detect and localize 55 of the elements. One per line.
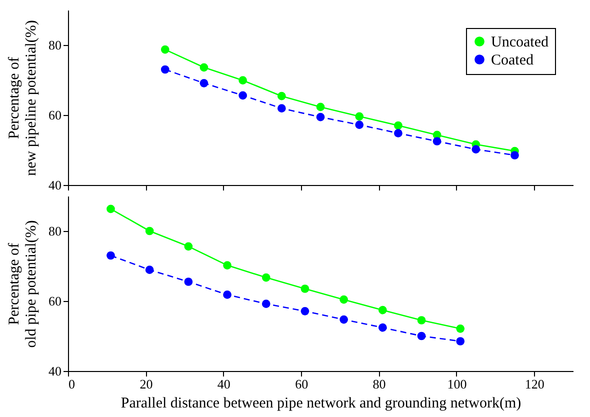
point — [300, 284, 310, 293]
point — [184, 242, 193, 251]
point — [456, 337, 465, 346]
point — [106, 204, 115, 214]
y-tick-label: 60 — [48, 294, 62, 308]
point — [262, 300, 270, 308]
point — [340, 315, 348, 324]
point — [200, 63, 208, 72]
point — [160, 45, 170, 54]
point — [277, 104, 286, 113]
point — [378, 323, 387, 332]
legend-label: Coated — [491, 52, 534, 68]
point — [145, 226, 154, 236]
point — [456, 324, 465, 333]
point — [238, 91, 247, 100]
y-tick-label: 60 — [48, 108, 62, 122]
y-axis-title: Percentage of old pipe potential(%) — [6, 220, 40, 348]
y-tick-label: 40 — [48, 178, 62, 192]
y-tick-label: 80 — [48, 224, 62, 238]
x-axis-title: Parallel distance between pipe network and grounding network(m) — [120, 396, 522, 412]
x-tick-label: 60 — [295, 376, 308, 392]
point — [160, 65, 170, 74]
point — [432, 137, 442, 146]
x-tick-label: 100 — [447, 376, 467, 392]
point — [394, 121, 402, 130]
point — [106, 251, 115, 260]
point — [355, 120, 364, 129]
point — [394, 129, 402, 138]
x-tick-label: 40 — [217, 376, 230, 392]
point — [262, 273, 270, 282]
point — [472, 145, 480, 154]
point — [277, 92, 286, 100]
point — [417, 332, 426, 340]
point — [300, 306, 310, 316]
x-tick-label: 20 — [140, 376, 153, 392]
point — [355, 112, 364, 121]
x-tick-label: 80 — [372, 376, 386, 392]
legend-label: Uncoated — [491, 34, 549, 50]
point — [417, 316, 426, 324]
point — [223, 290, 232, 299]
point — [200, 78, 208, 88]
point — [145, 266, 154, 274]
point — [316, 112, 325, 122]
point — [510, 151, 519, 160]
y-axis-title: Percentage of new pipeline potential(%) — [6, 20, 40, 176]
x-tick-label: 120 — [524, 376, 544, 392]
point — [316, 102, 325, 112]
point — [378, 306, 387, 314]
point — [238, 76, 247, 85]
point — [340, 295, 348, 304]
x-tick-label: 0 — [68, 376, 75, 392]
point — [184, 278, 193, 286]
y-tick-label: 40 — [48, 364, 62, 378]
point — [223, 261, 232, 270]
y-tick-label: 80 — [48, 38, 62, 52]
